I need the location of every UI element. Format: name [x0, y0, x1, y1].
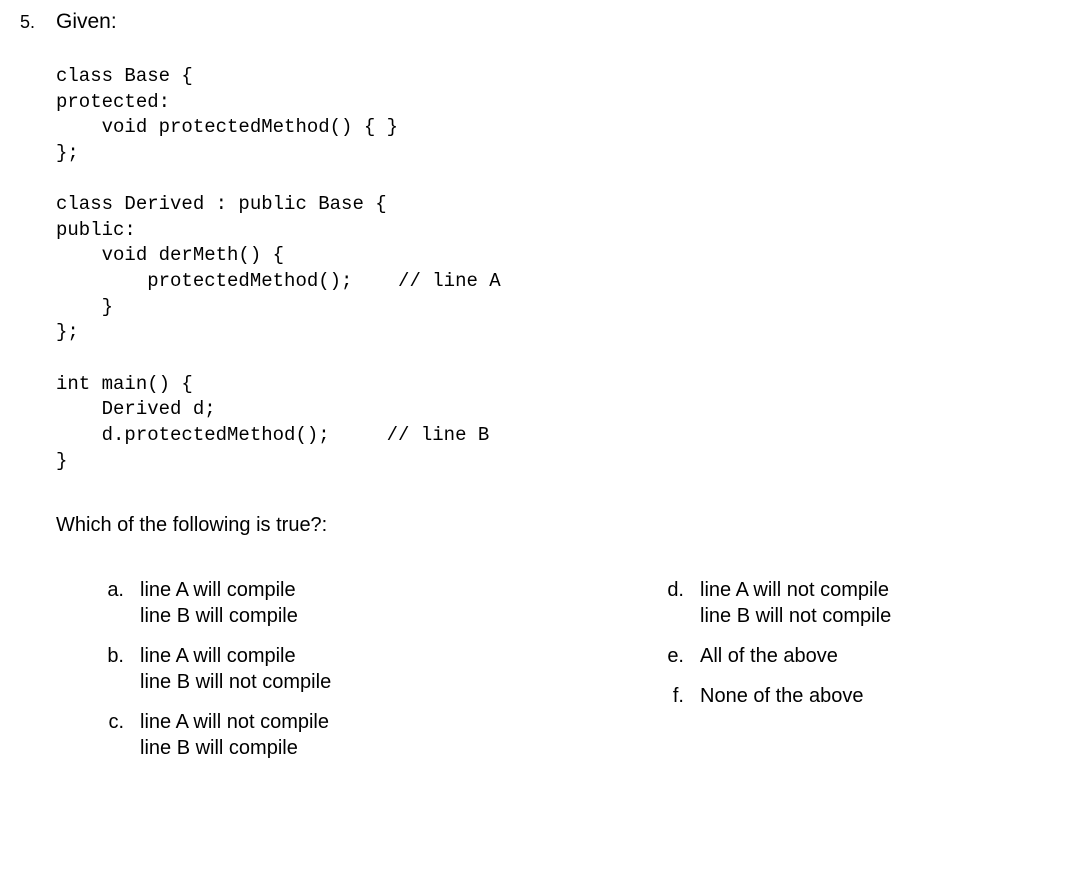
code-block: class Base { protected: void protectedMe… — [56, 64, 1052, 474]
answer-text: line A will not compile line B will not … — [700, 577, 891, 629]
answer-letter: d. — [616, 577, 700, 629]
answers-column-left: a. line A will compile line B will compi… — [56, 577, 616, 775]
answer-option[interactable]: c. line A will not compile line B will c… — [56, 709, 616, 761]
answer-letter: f. — [616, 683, 700, 709]
answer-option[interactable]: a. line A will compile line B will compi… — [56, 577, 616, 629]
answer-letter: c. — [56, 709, 140, 761]
answer-text: All of the above — [700, 643, 838, 669]
answers-container: a. line A will compile line B will compi… — [56, 577, 1052, 775]
answer-option[interactable]: b. line A will compile line B will not c… — [56, 643, 616, 695]
answer-text: line A will compile line B will compile — [140, 577, 298, 629]
answer-letter: e. — [616, 643, 700, 669]
answer-text: line A will compile line B will not comp… — [140, 643, 331, 695]
answer-text: None of the above — [700, 683, 863, 709]
answer-text: line A will not compile line B will comp… — [140, 709, 329, 761]
answer-option[interactable]: d. line A will not compile line B will n… — [616, 577, 1036, 629]
question-header: 5. Given: — [20, 10, 1052, 34]
question-number: 5. — [20, 10, 56, 34]
answer-letter: a. — [56, 577, 140, 629]
answer-option[interactable]: f. None of the above — [616, 683, 1036, 709]
question-text: Which of the following is true?: — [56, 514, 1052, 537]
answer-option[interactable]: e. All of the above — [616, 643, 1036, 669]
answer-letter: b. — [56, 643, 140, 695]
answers-column-right: d. line A will not compile line B will n… — [616, 577, 1036, 775]
question-label: Given: — [56, 10, 117, 34]
